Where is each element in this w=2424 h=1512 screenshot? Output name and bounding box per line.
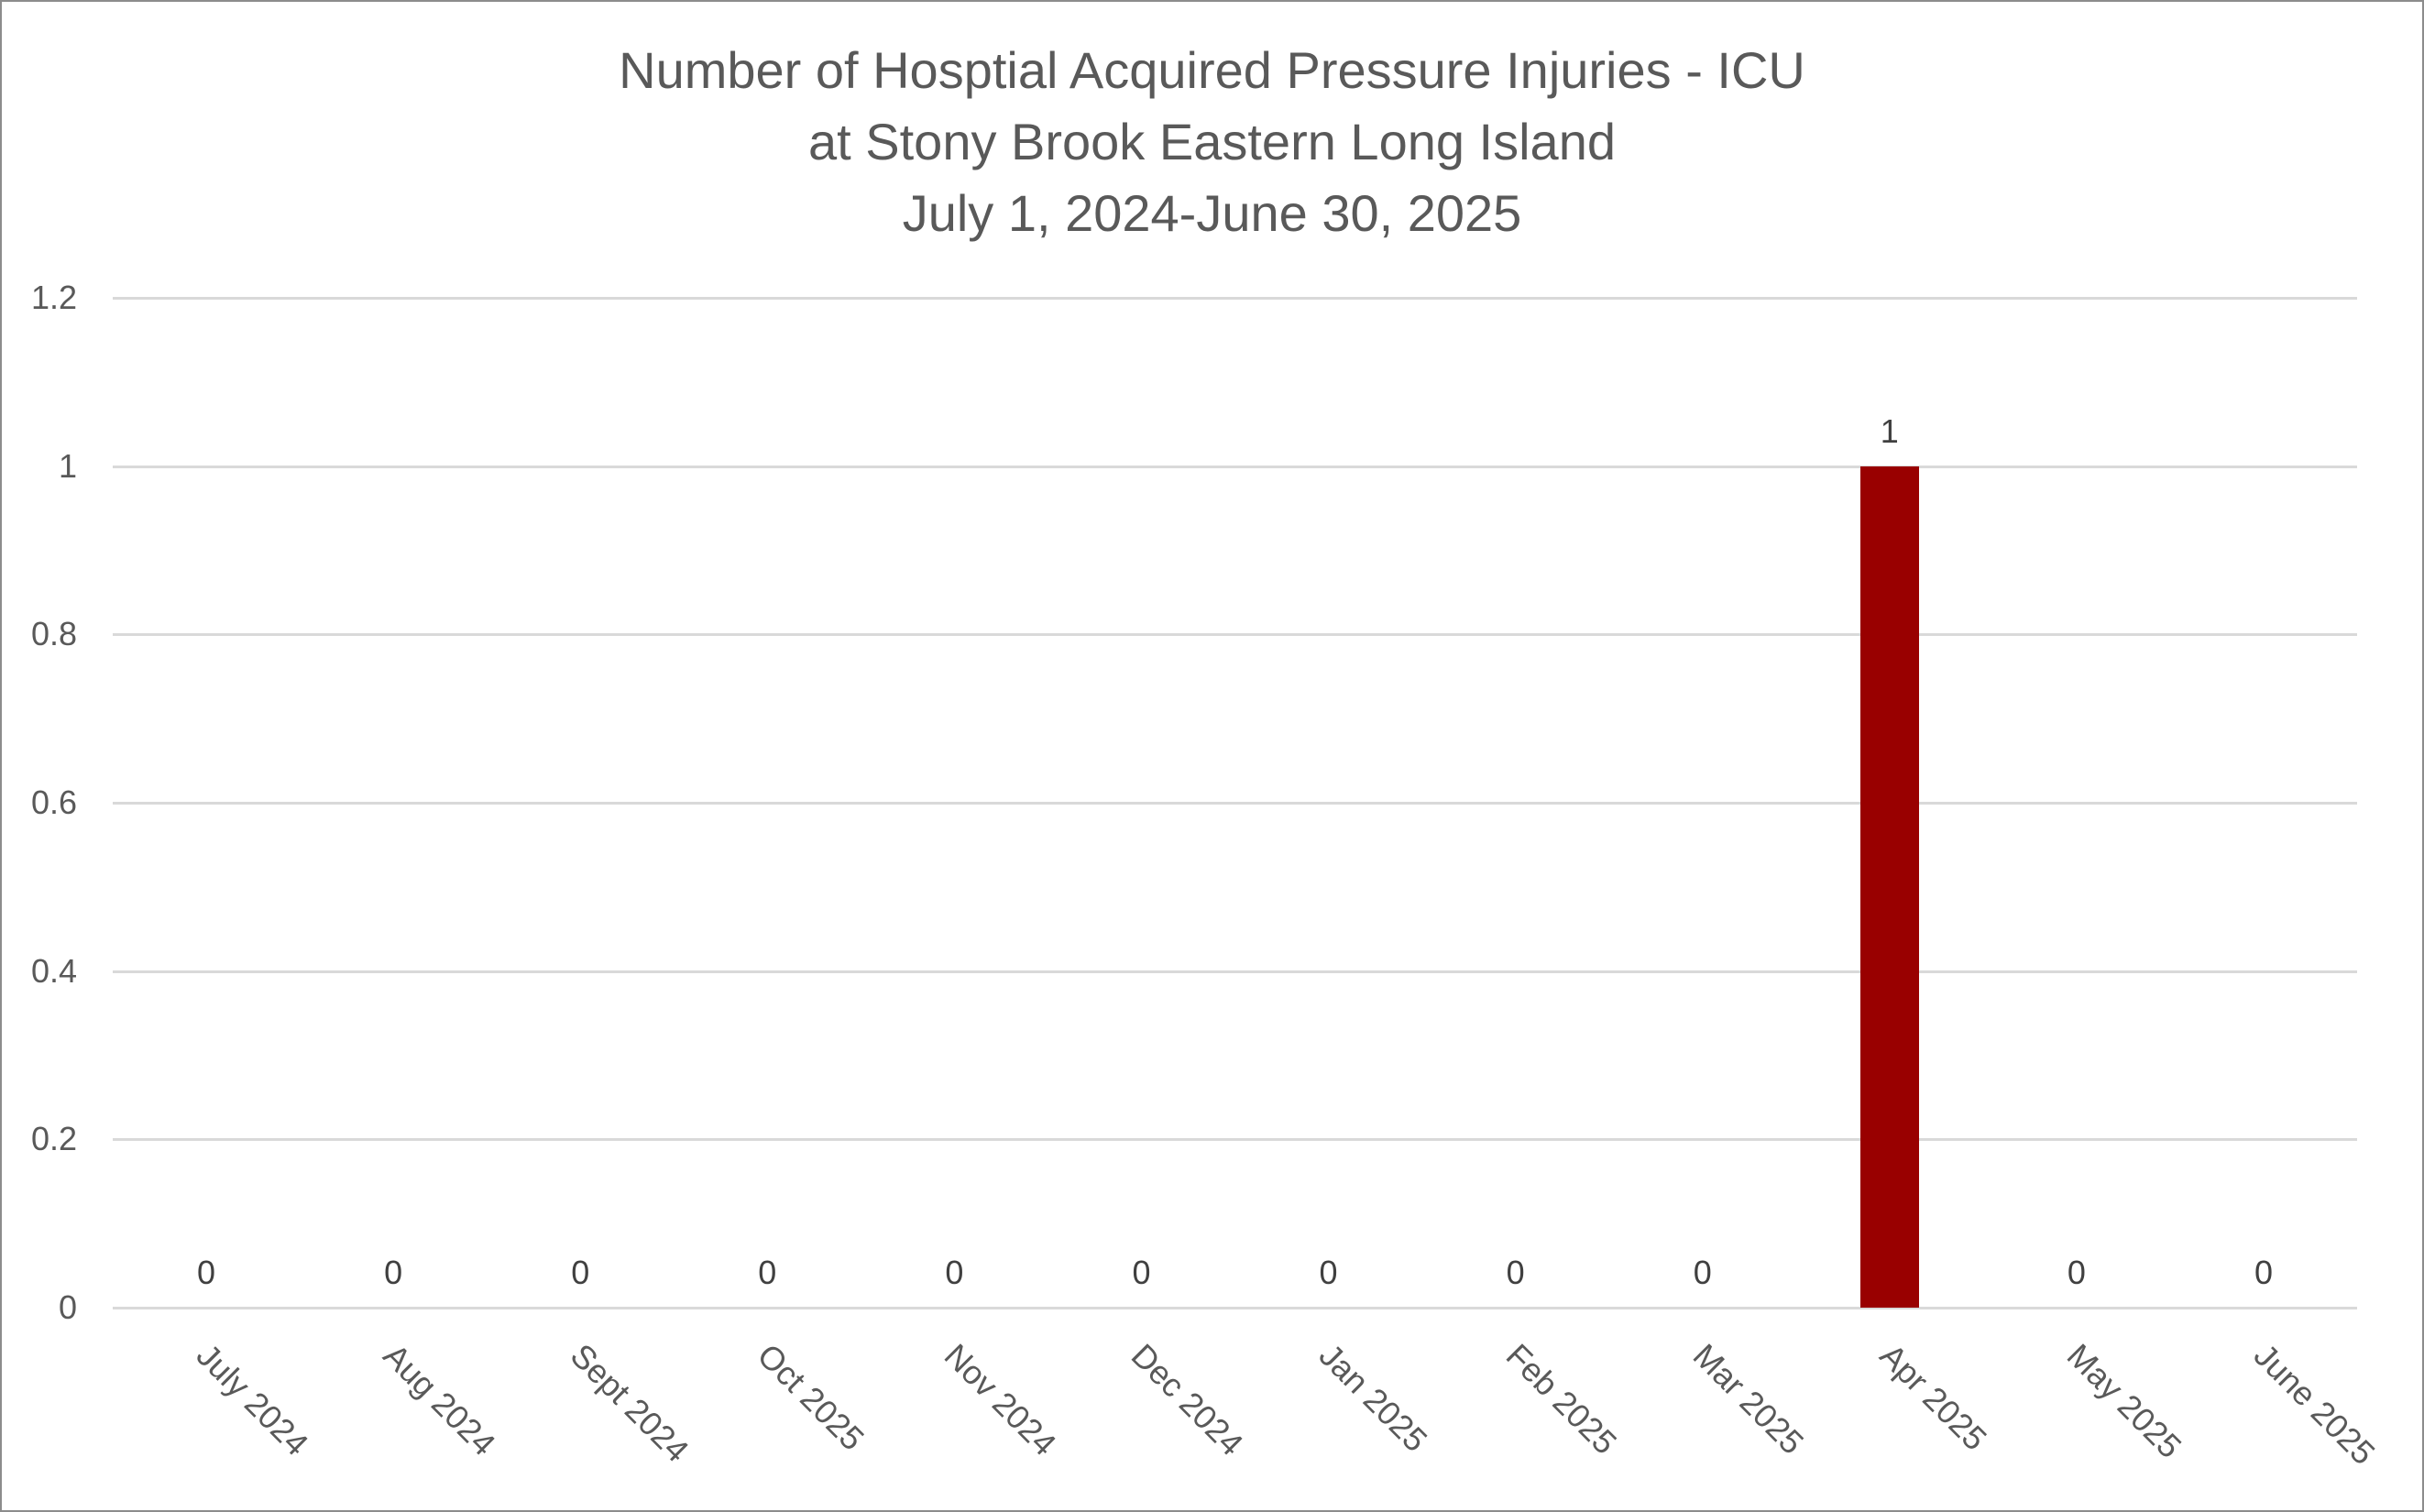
data-label: 0 (945, 1254, 964, 1291)
y-tick-label: 1.2 (30, 279, 77, 316)
y-tick-label: 0.4 (30, 951, 77, 990)
y-tick-label: 0.6 (30, 783, 77, 821)
bar (1859, 466, 1919, 1308)
gridline (113, 1138, 2357, 1142)
gridline (113, 1307, 2357, 1309)
plot-area: 0 0 0 0 0 0 0 0 0 1 0 0 (113, 297, 2357, 1309)
gridline (113, 633, 2357, 637)
y-tick-label: 0.2 (30, 1120, 77, 1158)
data-label: 0 (758, 1254, 777, 1291)
data-label: 0 (1506, 1254, 1525, 1291)
chart-title-line-3: July 1, 2024-June 30, 2025 (902, 184, 1522, 242)
data-label: 0 (197, 1254, 216, 1291)
chart-title: Number of Hosptial Acquired Pressure Inj… (0, 35, 2424, 249)
y-tick-label: 0.8 (30, 615, 77, 653)
y-tick-label: 1 (58, 446, 77, 485)
data-label: 0 (1132, 1254, 1151, 1291)
data-label: 0 (1319, 1254, 1338, 1291)
data-label: 0 (2067, 1254, 2086, 1291)
gridline (113, 802, 2357, 805)
data-label: 0 (1693, 1254, 1712, 1291)
data-label: 0 (384, 1254, 403, 1291)
gridline (113, 465, 2357, 468)
data-label: 0 (2254, 1254, 2273, 1291)
data-label: 1 (1880, 411, 1899, 450)
gridline (113, 297, 2357, 300)
data-label: 0 (571, 1254, 590, 1291)
gridline (113, 970, 2357, 973)
chart-title-line-2: at Stony Brook Eastern Long Island (808, 113, 1616, 170)
chart-title-line-1: Number of Hosptial Acquired Pressure Inj… (619, 41, 1805, 99)
y-tick-label: 0 (58, 1288, 77, 1326)
